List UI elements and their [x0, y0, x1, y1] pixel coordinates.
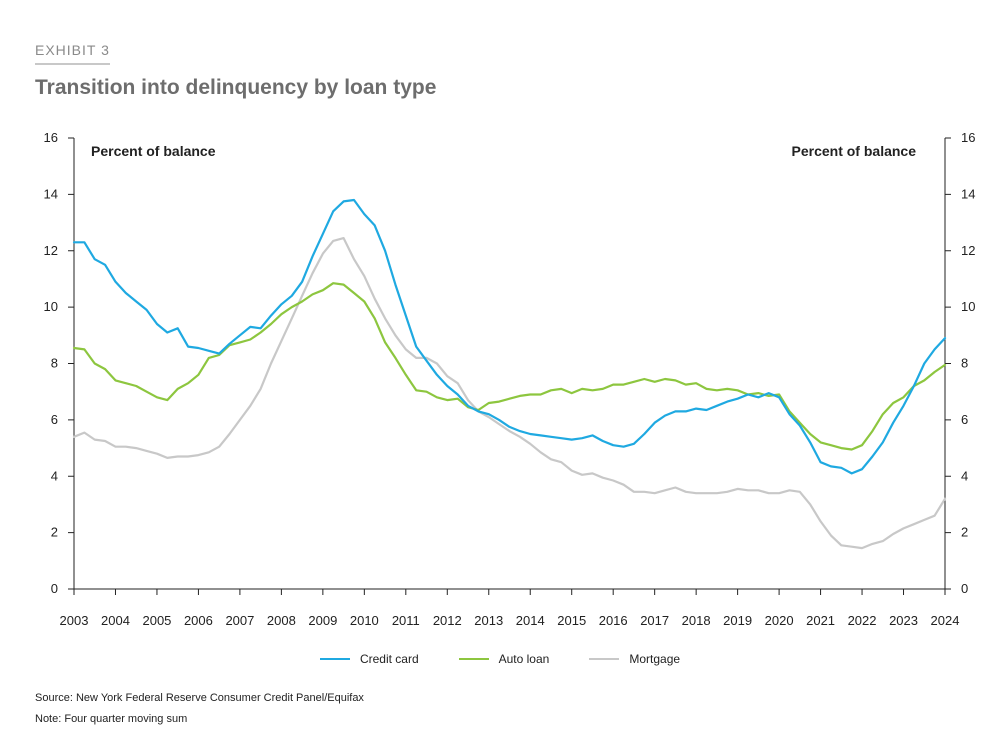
y-tick-label-left-10: 10 [44, 299, 58, 314]
x-tick-label-2023: 2023 [889, 613, 918, 628]
legend-label-mortgage: Mortgage [629, 652, 681, 666]
legend-swatch-credit-card [319, 658, 350, 660]
y-tick-label-right-4: 4 [961, 468, 968, 483]
y-tick-label-right-2: 2 [961, 525, 968, 540]
legend-item-credit-card: Credit card [319, 652, 419, 666]
x-tick-label-2004: 2004 [101, 613, 130, 628]
x-tick-label-2003: 2003 [60, 613, 89, 628]
x-tick-label-2006: 2006 [184, 613, 213, 628]
x-tick-label-2011: 2011 [392, 613, 420, 628]
x-tick-label-2022: 2022 [848, 613, 877, 628]
legend-label-auto-loan: Auto loan [498, 652, 550, 666]
legend-label-credit-card: Credit card [359, 652, 419, 666]
y-tick-label-right-14: 14 [961, 186, 975, 201]
y-tick-label-right-6: 6 [961, 412, 968, 427]
y-tick-label-right-8: 8 [961, 356, 968, 371]
y-tick-label-left-2: 2 [51, 525, 58, 540]
y-tick-label-right-12: 12 [961, 243, 975, 258]
x-tick-label-2017: 2017 [640, 613, 669, 628]
y-tick-label-left-16: 16 [44, 130, 58, 145]
legend-item-mortgage: Mortgage [589, 652, 680, 666]
y-tick-label-left-0: 0 [51, 581, 58, 596]
source-note: Source: New York Federal Reserve Consume… [35, 692, 364, 704]
x-tick-label-2020: 2020 [765, 613, 794, 628]
y-tick-label-right-16: 16 [961, 130, 975, 145]
x-tick-label-2014: 2014 [516, 613, 545, 628]
series-line-mortgage [72, 237, 947, 550]
x-tick-label-2010: 2010 [350, 613, 379, 628]
y-tick-label-left-4: 4 [51, 468, 58, 483]
x-tick-label-2005: 2005 [142, 613, 171, 628]
y-tick-label-left-12: 12 [44, 243, 58, 258]
right-axis-unit-label: Percent of balance [792, 143, 917, 159]
x-tick-label-2007: 2007 [225, 613, 254, 628]
y-tick-label-left-14: 14 [44, 186, 58, 201]
x-tick-label-2018: 2018 [682, 613, 711, 628]
legend-swatch-auto-loan [458, 658, 489, 660]
y-tick-label-left-8: 8 [51, 356, 58, 371]
chart-series-lines [72, 198, 947, 550]
chart-axes: 0 0 2 2 4 4 6 6 8 8 10 10 12 12 14 14 16 16 2003 2004 2005 20… [44, 130, 976, 628]
chart-legend: Credit card Auto loan Mortgage [0, 652, 1000, 666]
x-tick-label-2019: 2019 [723, 613, 752, 628]
legend-swatch-mortgage [589, 658, 620, 660]
series-line-credit-card [72, 198, 947, 475]
footnote: Note: Four quarter moving sum [35, 713, 188, 725]
y-tick-label-left-6: 6 [51, 412, 58, 427]
legend-item-auto-loan: Auto loan [458, 652, 550, 666]
x-tick-label-2024: 2024 [931, 613, 960, 628]
x-tick-label-2021: 2021 [806, 613, 835, 628]
x-tick-label-2016: 2016 [599, 613, 628, 628]
x-tick-label-2013: 2013 [474, 613, 503, 628]
x-tick-label-2008: 2008 [267, 613, 296, 628]
x-tick-label-2012: 2012 [433, 613, 462, 628]
x-tick-label-2015: 2015 [557, 613, 586, 628]
left-axis-unit-label: Percent of balance [91, 143, 216, 159]
y-tick-label-right-10: 10 [961, 299, 975, 314]
y-tick-label-right-0: 0 [961, 581, 968, 596]
chart-title: Transition into delinquency by loan type [35, 76, 437, 99]
exhibit-label: EXHIBIT 3 [35, 42, 110, 65]
x-tick-label-2009: 2009 [308, 613, 337, 628]
series-line-auto-loan [72, 282, 947, 451]
